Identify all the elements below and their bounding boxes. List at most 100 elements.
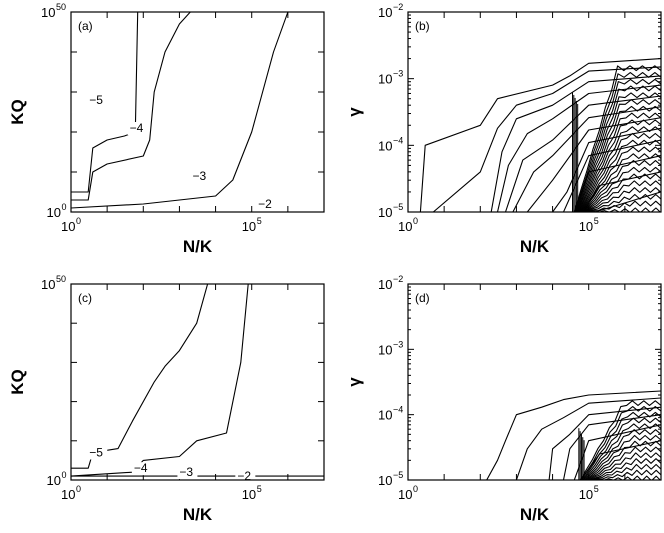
label-backdrop bbox=[87, 446, 108, 460]
band-line bbox=[583, 160, 661, 212]
series-line bbox=[512, 106, 661, 212]
y-axis-label: γ bbox=[345, 107, 364, 117]
band-line bbox=[576, 92, 661, 212]
band-line bbox=[582, 153, 661, 212]
y-tick-label: −3 bbox=[393, 339, 403, 349]
series-line bbox=[496, 84, 661, 212]
band-line bbox=[592, 463, 661, 480]
x-tick-label: 10 bbox=[61, 219, 75, 234]
label-backdrop bbox=[131, 462, 152, 476]
band-line bbox=[585, 173, 661, 212]
series-line bbox=[548, 406, 661, 480]
x-tick-label: 0 bbox=[76, 216, 81, 226]
series-line bbox=[594, 191, 661, 212]
label-backdrop bbox=[190, 170, 211, 183]
y-tick-label: −4 bbox=[393, 135, 403, 145]
series-label: −4 bbox=[134, 461, 148, 475]
band-line bbox=[593, 469, 661, 480]
band-line bbox=[582, 146, 661, 212]
series-line bbox=[419, 58, 661, 212]
band-line bbox=[573, 65, 661, 212]
x-tick-label: 0 bbox=[413, 484, 418, 494]
axis-ticks bbox=[70, 283, 325, 481]
x-tick-label: 5 bbox=[594, 216, 599, 226]
y-tick-label: −5 bbox=[393, 470, 403, 480]
x-tick-label: 10 bbox=[579, 219, 593, 234]
plot-frame bbox=[407, 11, 662, 213]
band-line bbox=[587, 193, 661, 212]
band-line bbox=[578, 112, 661, 212]
panel-a: −5−4−3−2(a)10 0 10 510 010 50N/KKQ bbox=[8, 2, 325, 256]
y-tick-label: 10 bbox=[378, 473, 392, 488]
x-axis-label: N/K bbox=[183, 505, 213, 524]
y-tick-label: 10 bbox=[41, 5, 55, 20]
band-line bbox=[580, 126, 661, 212]
x-axis-label: N/K bbox=[520, 237, 550, 256]
band-line bbox=[587, 440, 661, 480]
x-tick-label: 5 bbox=[594, 484, 599, 494]
plot-frame bbox=[407, 283, 662, 481]
band-line bbox=[588, 200, 661, 212]
band-line bbox=[584, 423, 661, 480]
panel-d: (d)10 0 10 510 −510 −410 −310 −2N/Kγ bbox=[345, 274, 662, 524]
series-line bbox=[526, 117, 661, 212]
y-tick-label: 0 bbox=[62, 470, 67, 480]
x-tick-label: 0 bbox=[76, 484, 81, 494]
y-tick-label: 50 bbox=[56, 2, 66, 12]
series-label: −3 bbox=[179, 465, 193, 479]
curves bbox=[71, 284, 324, 480]
band-line bbox=[582, 411, 661, 480]
band-line bbox=[581, 139, 661, 212]
x-tick-label: 0 bbox=[413, 216, 418, 226]
band-line bbox=[581, 406, 661, 480]
band-line bbox=[586, 434, 661, 480]
band-line bbox=[574, 72, 661, 212]
band-line bbox=[586, 187, 661, 212]
band-line bbox=[583, 417, 661, 480]
series-label: −4 bbox=[130, 121, 144, 135]
y-tick-label: 0 bbox=[62, 202, 67, 212]
band-line bbox=[580, 400, 661, 480]
y-tick-label: 10 bbox=[378, 342, 392, 357]
band-line bbox=[577, 99, 661, 212]
series-label: −3 bbox=[193, 169, 207, 183]
panel-label: (c) bbox=[78, 291, 92, 305]
y-tick-label: −4 bbox=[393, 405, 403, 415]
series-line bbox=[486, 390, 661, 480]
y-tick-label: −2 bbox=[393, 274, 403, 284]
x-tick-label: 10 bbox=[579, 487, 593, 502]
series-line bbox=[515, 397, 661, 480]
band-line bbox=[580, 132, 661, 212]
x-tick-label: 5 bbox=[257, 216, 262, 226]
series-line bbox=[71, 12, 191, 201]
panel-b: (b)10 0 10 510 −510 −410 −310 −2N/Kγ bbox=[345, 2, 662, 256]
series-line bbox=[432, 66, 661, 212]
series-line bbox=[490, 75, 661, 212]
band-line bbox=[588, 446, 661, 480]
panel-label: (b) bbox=[415, 19, 430, 33]
band-line bbox=[585, 429, 661, 480]
curves bbox=[419, 58, 661, 212]
band-line bbox=[575, 78, 661, 212]
panel-c: −5−4 −3 −2(c)10 0 10 510 010 50N/KKQ bbox=[8, 274, 325, 524]
band-line bbox=[590, 458, 661, 480]
y-tick-label: 10 bbox=[47, 473, 61, 488]
label-backdrop bbox=[127, 122, 148, 135]
series-label: −2 bbox=[258, 197, 272, 211]
plot-frame bbox=[70, 11, 325, 213]
x-tick-label: 5 bbox=[257, 484, 262, 494]
x-axis-label: N/K bbox=[183, 237, 213, 256]
y-tick-label: −3 bbox=[393, 69, 403, 79]
y-tick-label: 10 bbox=[378, 408, 392, 423]
y-axis-label: KQ bbox=[8, 99, 27, 125]
y-tick-label: 50 bbox=[56, 274, 66, 284]
series-line bbox=[71, 284, 209, 469]
curves bbox=[486, 390, 661, 480]
x-tick-label: 10 bbox=[398, 219, 412, 234]
panel-label: (a) bbox=[78, 19, 93, 33]
x-tick-label: 10 bbox=[242, 487, 256, 502]
band-line bbox=[575, 85, 661, 212]
y-tick-label: −2 bbox=[393, 2, 403, 12]
y-tick-label: −5 bbox=[393, 202, 403, 212]
